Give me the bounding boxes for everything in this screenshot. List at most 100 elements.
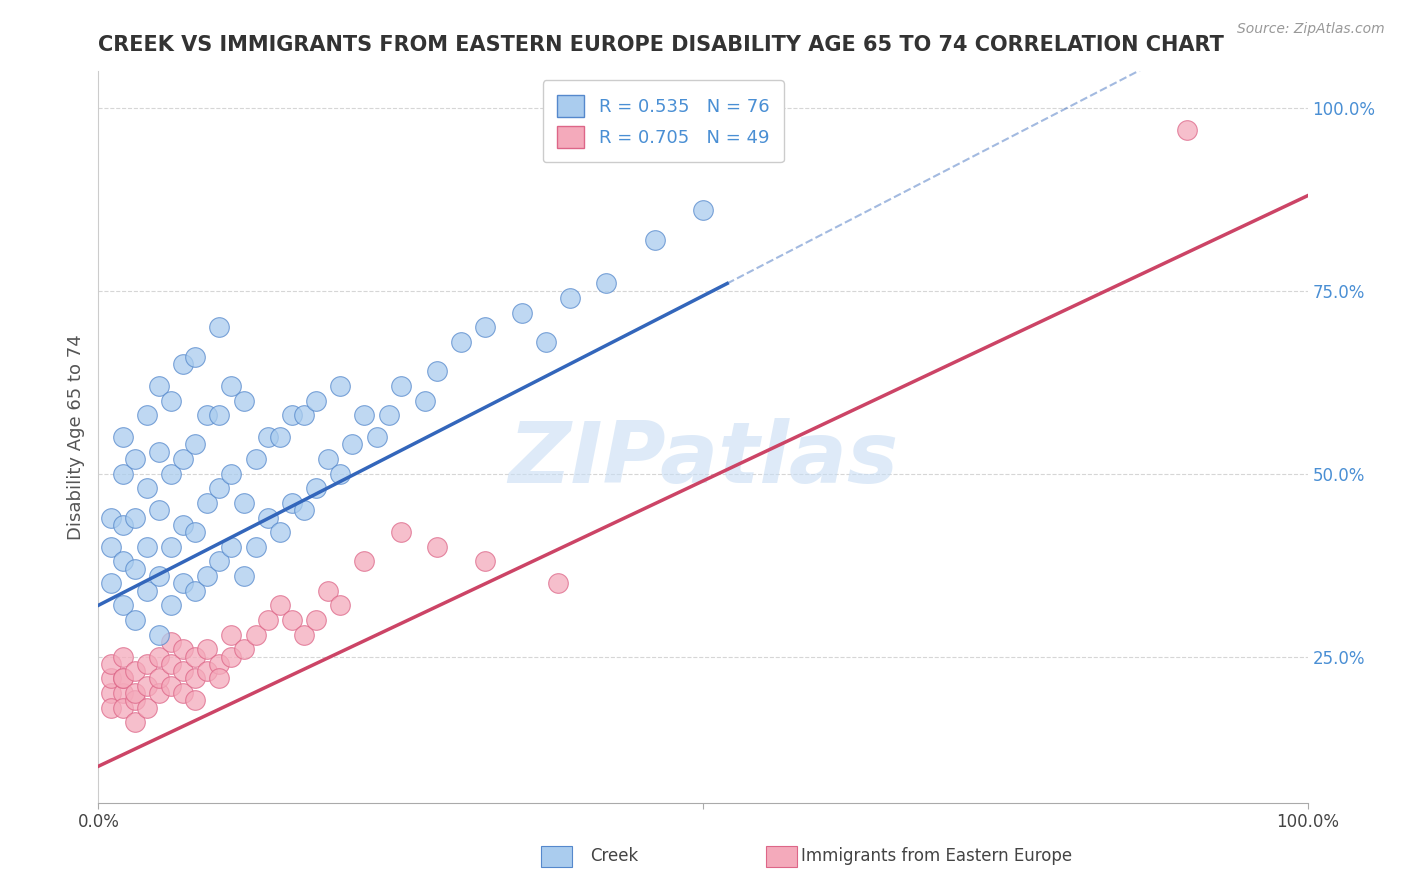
Point — [160, 467, 183, 481]
Point — [389, 379, 412, 393]
Point — [426, 364, 449, 378]
Point — [111, 672, 134, 686]
Point — [195, 408, 218, 422]
Point — [245, 627, 267, 641]
Point — [256, 613, 278, 627]
Point — [195, 569, 218, 583]
Point — [366, 430, 388, 444]
Point — [148, 686, 170, 700]
Point — [221, 649, 243, 664]
Point — [208, 657, 231, 671]
Point — [124, 664, 146, 678]
Point — [232, 569, 254, 583]
Point — [292, 627, 315, 641]
Point — [148, 503, 170, 517]
Point — [547, 576, 569, 591]
Point — [281, 496, 304, 510]
Point — [148, 649, 170, 664]
Point — [172, 576, 194, 591]
Point — [111, 686, 134, 700]
Point — [172, 452, 194, 467]
Point — [111, 517, 134, 532]
Point — [100, 657, 122, 671]
Point — [208, 481, 231, 495]
Point — [148, 444, 170, 458]
Point — [160, 599, 183, 613]
Point — [135, 700, 157, 714]
Point — [221, 627, 243, 641]
Point — [329, 379, 352, 393]
Point — [316, 583, 339, 598]
Point — [644, 233, 666, 247]
Point — [256, 430, 278, 444]
Point — [135, 481, 157, 495]
Point — [111, 554, 134, 568]
Point — [305, 393, 328, 408]
Point — [135, 408, 157, 422]
Point — [100, 576, 122, 591]
Point — [100, 686, 122, 700]
Point — [124, 510, 146, 524]
Point — [377, 408, 399, 422]
Text: CREEK VS IMMIGRANTS FROM EASTERN EUROPE DISABILITY AGE 65 TO 74 CORRELATION CHAR: CREEK VS IMMIGRANTS FROM EASTERN EUROPE … — [98, 35, 1225, 54]
Point — [148, 569, 170, 583]
Point — [195, 496, 218, 510]
Point — [232, 642, 254, 657]
Point — [124, 613, 146, 627]
Point — [221, 540, 243, 554]
Point — [595, 277, 617, 291]
Point — [413, 393, 436, 408]
Point — [221, 379, 243, 393]
Point — [111, 467, 134, 481]
Point — [208, 320, 231, 334]
Point — [184, 649, 207, 664]
Point — [124, 452, 146, 467]
Point — [353, 554, 375, 568]
Point — [111, 430, 134, 444]
Point — [172, 642, 194, 657]
Point — [172, 686, 194, 700]
Point — [232, 496, 254, 510]
Point — [305, 613, 328, 627]
Point — [510, 306, 533, 320]
Point — [124, 693, 146, 707]
Point — [124, 686, 146, 700]
Point — [426, 540, 449, 554]
Point — [305, 481, 328, 495]
Y-axis label: Disability Age 65 to 74: Disability Age 65 to 74 — [66, 334, 84, 540]
Point — [353, 408, 375, 422]
Point — [221, 467, 243, 481]
Point — [269, 599, 291, 613]
Point — [160, 679, 183, 693]
Point — [100, 700, 122, 714]
Point — [135, 657, 157, 671]
Point — [184, 693, 207, 707]
Point — [474, 554, 496, 568]
Point — [245, 540, 267, 554]
Point — [184, 437, 207, 451]
Point — [389, 525, 412, 540]
Point — [208, 672, 231, 686]
Point — [329, 467, 352, 481]
Point — [148, 627, 170, 641]
Point — [172, 664, 194, 678]
Text: Creek: Creek — [591, 847, 638, 865]
Point — [100, 540, 122, 554]
Point — [111, 649, 134, 664]
Point — [329, 599, 352, 613]
Point — [148, 672, 170, 686]
Point — [100, 510, 122, 524]
Text: Immigrants from Eastern Europe: Immigrants from Eastern Europe — [801, 847, 1073, 865]
Point — [534, 334, 557, 349]
Point — [208, 554, 231, 568]
Point — [195, 664, 218, 678]
Point — [135, 679, 157, 693]
Point — [111, 599, 134, 613]
Point — [124, 562, 146, 576]
Point — [160, 393, 183, 408]
Point — [245, 452, 267, 467]
Point — [124, 715, 146, 730]
Text: ZIPatlas: ZIPatlas — [508, 417, 898, 500]
Point — [316, 452, 339, 467]
Point — [100, 672, 122, 686]
